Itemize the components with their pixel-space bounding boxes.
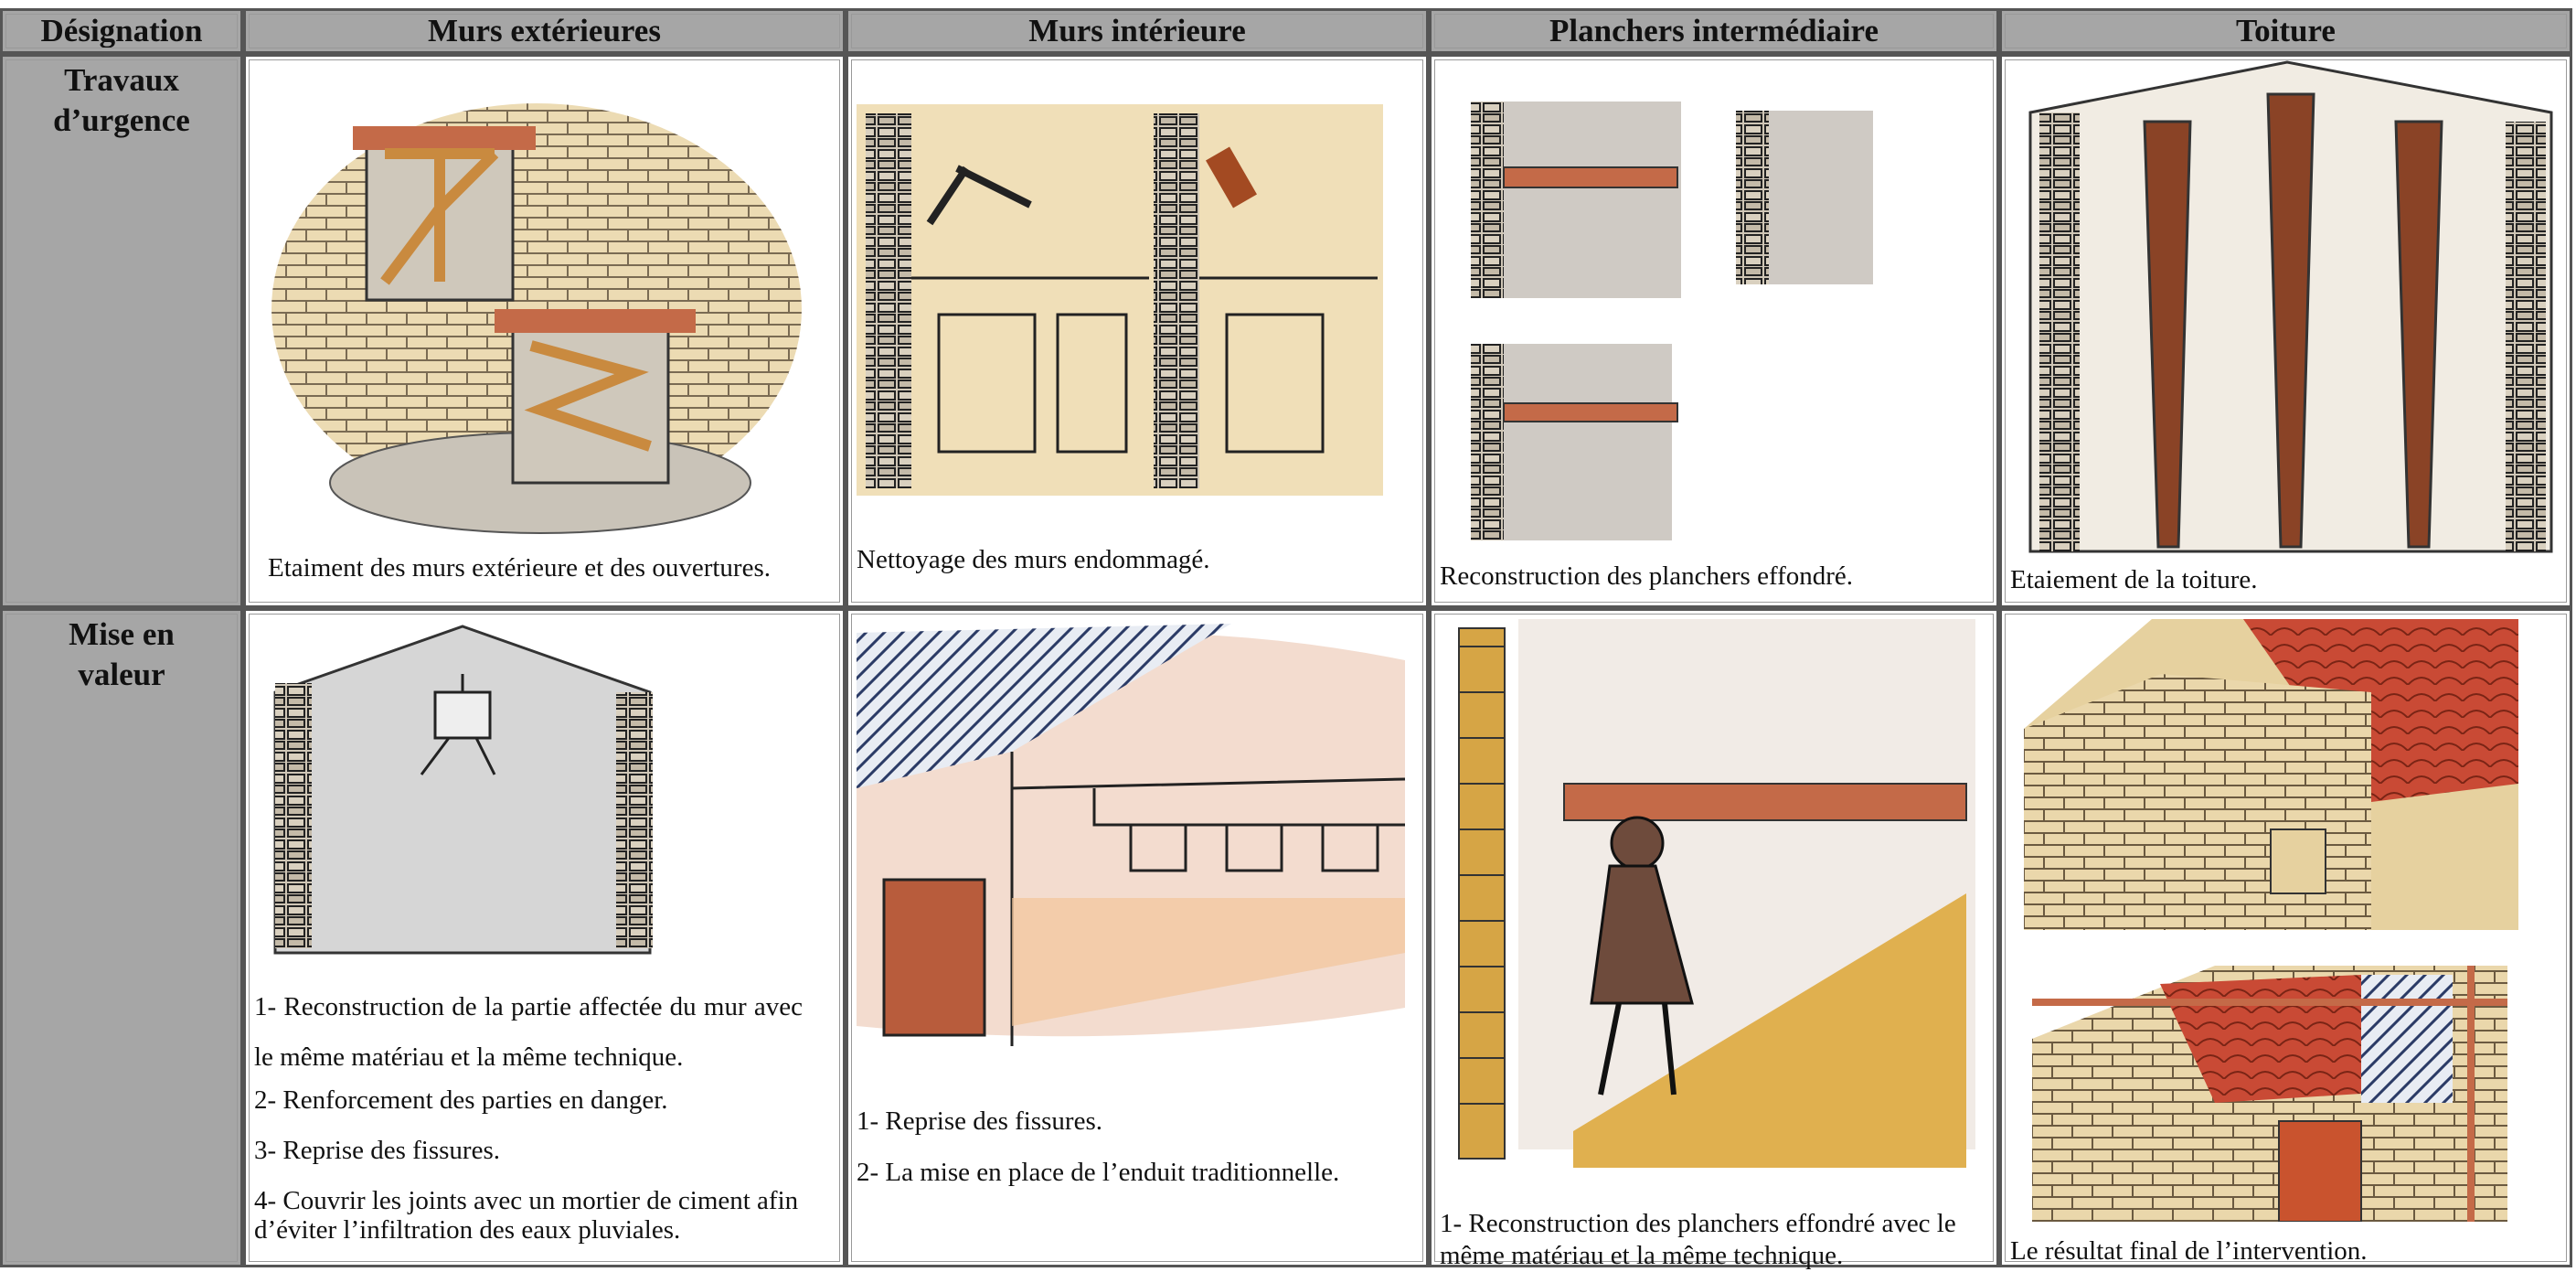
illustration — [857, 624, 1406, 1046]
header-text: Murs intérieure — [1028, 13, 1246, 48]
header-cell: Murs intérieure — [846, 8, 1429, 54]
illustration — [271, 103, 802, 534]
cell-text: Etaiement de la toiture. — [2010, 565, 2258, 594]
illustration — [2032, 966, 2507, 1222]
row-label-text: Travaux d’urgence — [53, 62, 190, 138]
content-cell: Etaiment des murs extérieure et des ouve… — [243, 54, 846, 608]
row-label: Travaux d’urgence — [0, 54, 243, 608]
illustration — [1471, 102, 1873, 540]
cell-text: 1- Reconstruction de la partie affectée … — [254, 992, 803, 1072]
content-cell: 1- Reconstruction de la partie affectée … — [243, 608, 846, 1267]
content-cell: Etaiement de la toiture. — [1999, 54, 2572, 608]
header-text: Toiture — [2236, 13, 2336, 48]
content-cell: 1- Reconstruction des planchers effondré… — [1429, 608, 1999, 1270]
cell-text: 1- Reprise des fissures. — [857, 1106, 1103, 1136]
header-cell: Planchers intermédiaire — [1429, 8, 1999, 54]
content-cell: 1- Reprise des fissures. 2- La mise en pl… — [846, 608, 1429, 1267]
cell-text: Nettoyage des murs endommagé. — [857, 545, 1210, 574]
cell-text: Reconstruction des planchers effondré. — [1440, 561, 1854, 591]
illustration — [2028, 60, 2553, 553]
header-cell: Murs extérieures — [243, 8, 846, 54]
illustration — [857, 104, 1383, 496]
content-cell: Le résultat final de l’intervention. — [1999, 608, 2572, 1267]
header-text: Murs extérieures — [428, 13, 661, 48]
illustration — [2024, 619, 2518, 930]
header-cell: Désignation — [0, 8, 243, 54]
row-label-text: Mise en valeur — [69, 616, 175, 692]
cell-text: Etaiment des murs extérieure et des ouve… — [268, 553, 771, 583]
cell-text: 2- La mise en place de l’enduit traditio… — [857, 1158, 1340, 1187]
cell-text: 3- Reprise des fissures. — [254, 1136, 501, 1165]
row-label: Mise en valeur — [0, 608, 243, 1267]
cell-text: Le résultat final de l’intervention. — [2010, 1236, 2368, 1266]
header-cell: Toiture — [1999, 8, 2572, 54]
header-text: Planchers intermédiaire — [1549, 13, 1879, 48]
content-cell: Reconstruction des planchers effondré. — [1429, 54, 1999, 608]
content-cell: Nettoyage des murs endommagé. — [846, 54, 1429, 608]
illustration — [273, 625, 653, 955]
header-text: Désignation — [40, 13, 203, 48]
cell-text: 1- Reconstruction des planchers effondré… — [1440, 1209, 1956, 1270]
illustration — [1458, 619, 1975, 1168]
cell-text: 4- Couvrir les joints avec un mortier de… — [254, 1186, 799, 1245]
cell-text: 2- Renforcement des parties en danger. — [254, 1085, 668, 1115]
